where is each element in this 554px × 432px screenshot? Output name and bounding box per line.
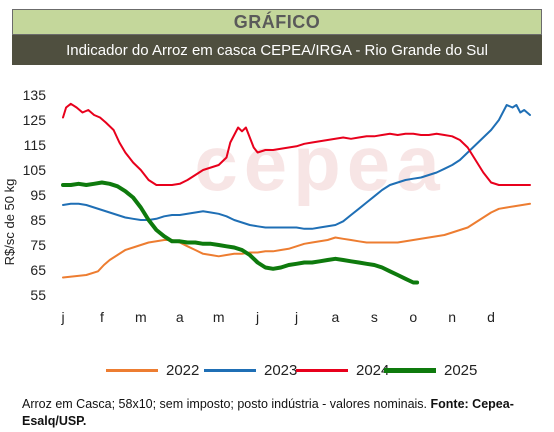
series-line-2024	[62, 102, 531, 186]
x-tick-label: a	[332, 309, 340, 325]
y-tick-label: 85	[30, 212, 46, 228]
chart-subtitle-bar: Indicador do Arroz em casca CEPEA/IRGA -…	[12, 35, 542, 65]
x-tick-label: n	[448, 309, 456, 325]
x-tick-label: m	[135, 309, 147, 325]
series-lines	[61, 102, 531, 285]
x-tick-label: d	[487, 309, 495, 325]
legend-item-2025: 2025	[384, 362, 477, 379]
x-tick-label: f	[100, 309, 104, 325]
y-tick-label: 55	[30, 287, 46, 303]
legend-label-2022: 2022	[166, 362, 200, 379]
legend-label-2023: 2023	[264, 362, 298, 379]
chart-title-bar: GRÁFICO	[12, 9, 542, 35]
legend-item-2022: 2022	[106, 362, 199, 379]
legend-item-2024: 2024	[296, 362, 389, 379]
y-axis: 135 125 115 105 95 85 75 65 55	[23, 87, 47, 303]
footnote-text: Arroz em Casca; 58x10; sem imposto; post…	[22, 397, 428, 411]
y-tick-label: 135	[23, 87, 47, 103]
footnote-source: Fonte: Cepea-Esalq/USP.	[22, 397, 514, 428]
legend-swatch-2025	[384, 368, 436, 373]
line-chart: cepea 135 125 115 105 95 85 75 65 55 j f m a m j j a s o n…	[2, 87, 531, 325]
x-tick-label: m	[213, 309, 225, 325]
y-tick-label: 115	[24, 137, 47, 153]
y-tick-label: 95	[30, 187, 46, 203]
x-tick-label: a	[176, 309, 184, 325]
x-tick-label: s	[371, 309, 378, 325]
legend-swatch-2024	[296, 369, 348, 372]
x-tick-label: o	[409, 309, 417, 325]
y-tick-label: 125	[23, 112, 47, 128]
series-line-2023	[62, 104, 531, 230]
y-axis-label: R$/sc de 50 kg	[2, 179, 17, 266]
x-tick-label: j	[294, 309, 298, 325]
legend-item-2023: 2023	[204, 362, 297, 379]
series-line-2025	[61, 180, 420, 285]
x-tick-label: j	[60, 309, 64, 325]
y-tick-label: 105	[23, 162, 47, 178]
legend: 2022 2023 2024 2025	[0, 362, 554, 392]
y-tick-label: 75	[30, 237, 46, 253]
legend-label-2025: 2025	[444, 362, 478, 379]
x-tick-label: j	[255, 309, 259, 325]
chart-title: GRÁFICO	[233, 11, 321, 32]
series-line-2022	[62, 202, 531, 279]
y-tick-label: 65	[30, 262, 46, 278]
legend-label-2024: 2024	[356, 362, 390, 379]
cepea-watermark: cepea	[194, 119, 445, 207]
legend-swatch-2022	[106, 369, 158, 372]
legend-swatch-2023	[204, 369, 256, 372]
footnote: Arroz em Casca; 58x10; sem imposto; post…	[22, 396, 542, 430]
chart-subtitle: Indicador do Arroz em casca CEPEA/IRGA -…	[66, 41, 488, 59]
